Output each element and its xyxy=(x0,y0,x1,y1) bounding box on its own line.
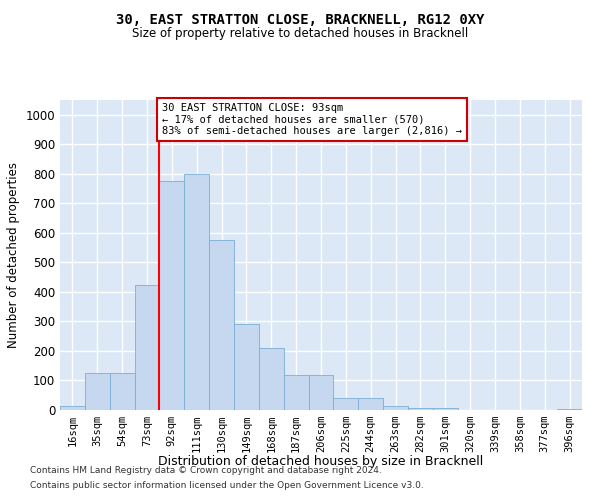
Bar xyxy=(160,181,184,410)
Bar xyxy=(259,348,284,410)
Bar xyxy=(284,374,308,410)
Bar xyxy=(308,374,334,410)
Bar xyxy=(334,398,358,410)
Text: 30 EAST STRATTON CLOSE: 93sqm
← 17% of detached houses are smaller (570)
83% of : 30 EAST STRATTON CLOSE: 93sqm ← 17% of d… xyxy=(162,103,462,136)
Bar xyxy=(110,373,134,410)
Bar xyxy=(134,284,160,410)
Y-axis label: Number of detached properties: Number of detached properties xyxy=(7,162,20,348)
Bar xyxy=(184,174,209,410)
Bar xyxy=(209,240,234,410)
Text: Size of property relative to detached houses in Bracknell: Size of property relative to detached ho… xyxy=(132,28,468,40)
Bar xyxy=(383,406,408,410)
X-axis label: Distribution of detached houses by size in Bracknell: Distribution of detached houses by size … xyxy=(158,455,484,468)
Bar xyxy=(557,408,582,410)
Bar xyxy=(358,398,383,410)
Bar xyxy=(408,408,433,410)
Text: Contains public sector information licensed under the Open Government Licence v3: Contains public sector information licen… xyxy=(30,481,424,490)
Text: 30, EAST STRATTON CLOSE, BRACKNELL, RG12 0XY: 30, EAST STRATTON CLOSE, BRACKNELL, RG12… xyxy=(116,12,484,26)
Bar xyxy=(433,408,458,410)
Bar xyxy=(85,373,110,410)
Text: Contains HM Land Registry data © Crown copyright and database right 2024.: Contains HM Land Registry data © Crown c… xyxy=(30,466,382,475)
Bar xyxy=(60,406,85,410)
Bar xyxy=(234,324,259,410)
